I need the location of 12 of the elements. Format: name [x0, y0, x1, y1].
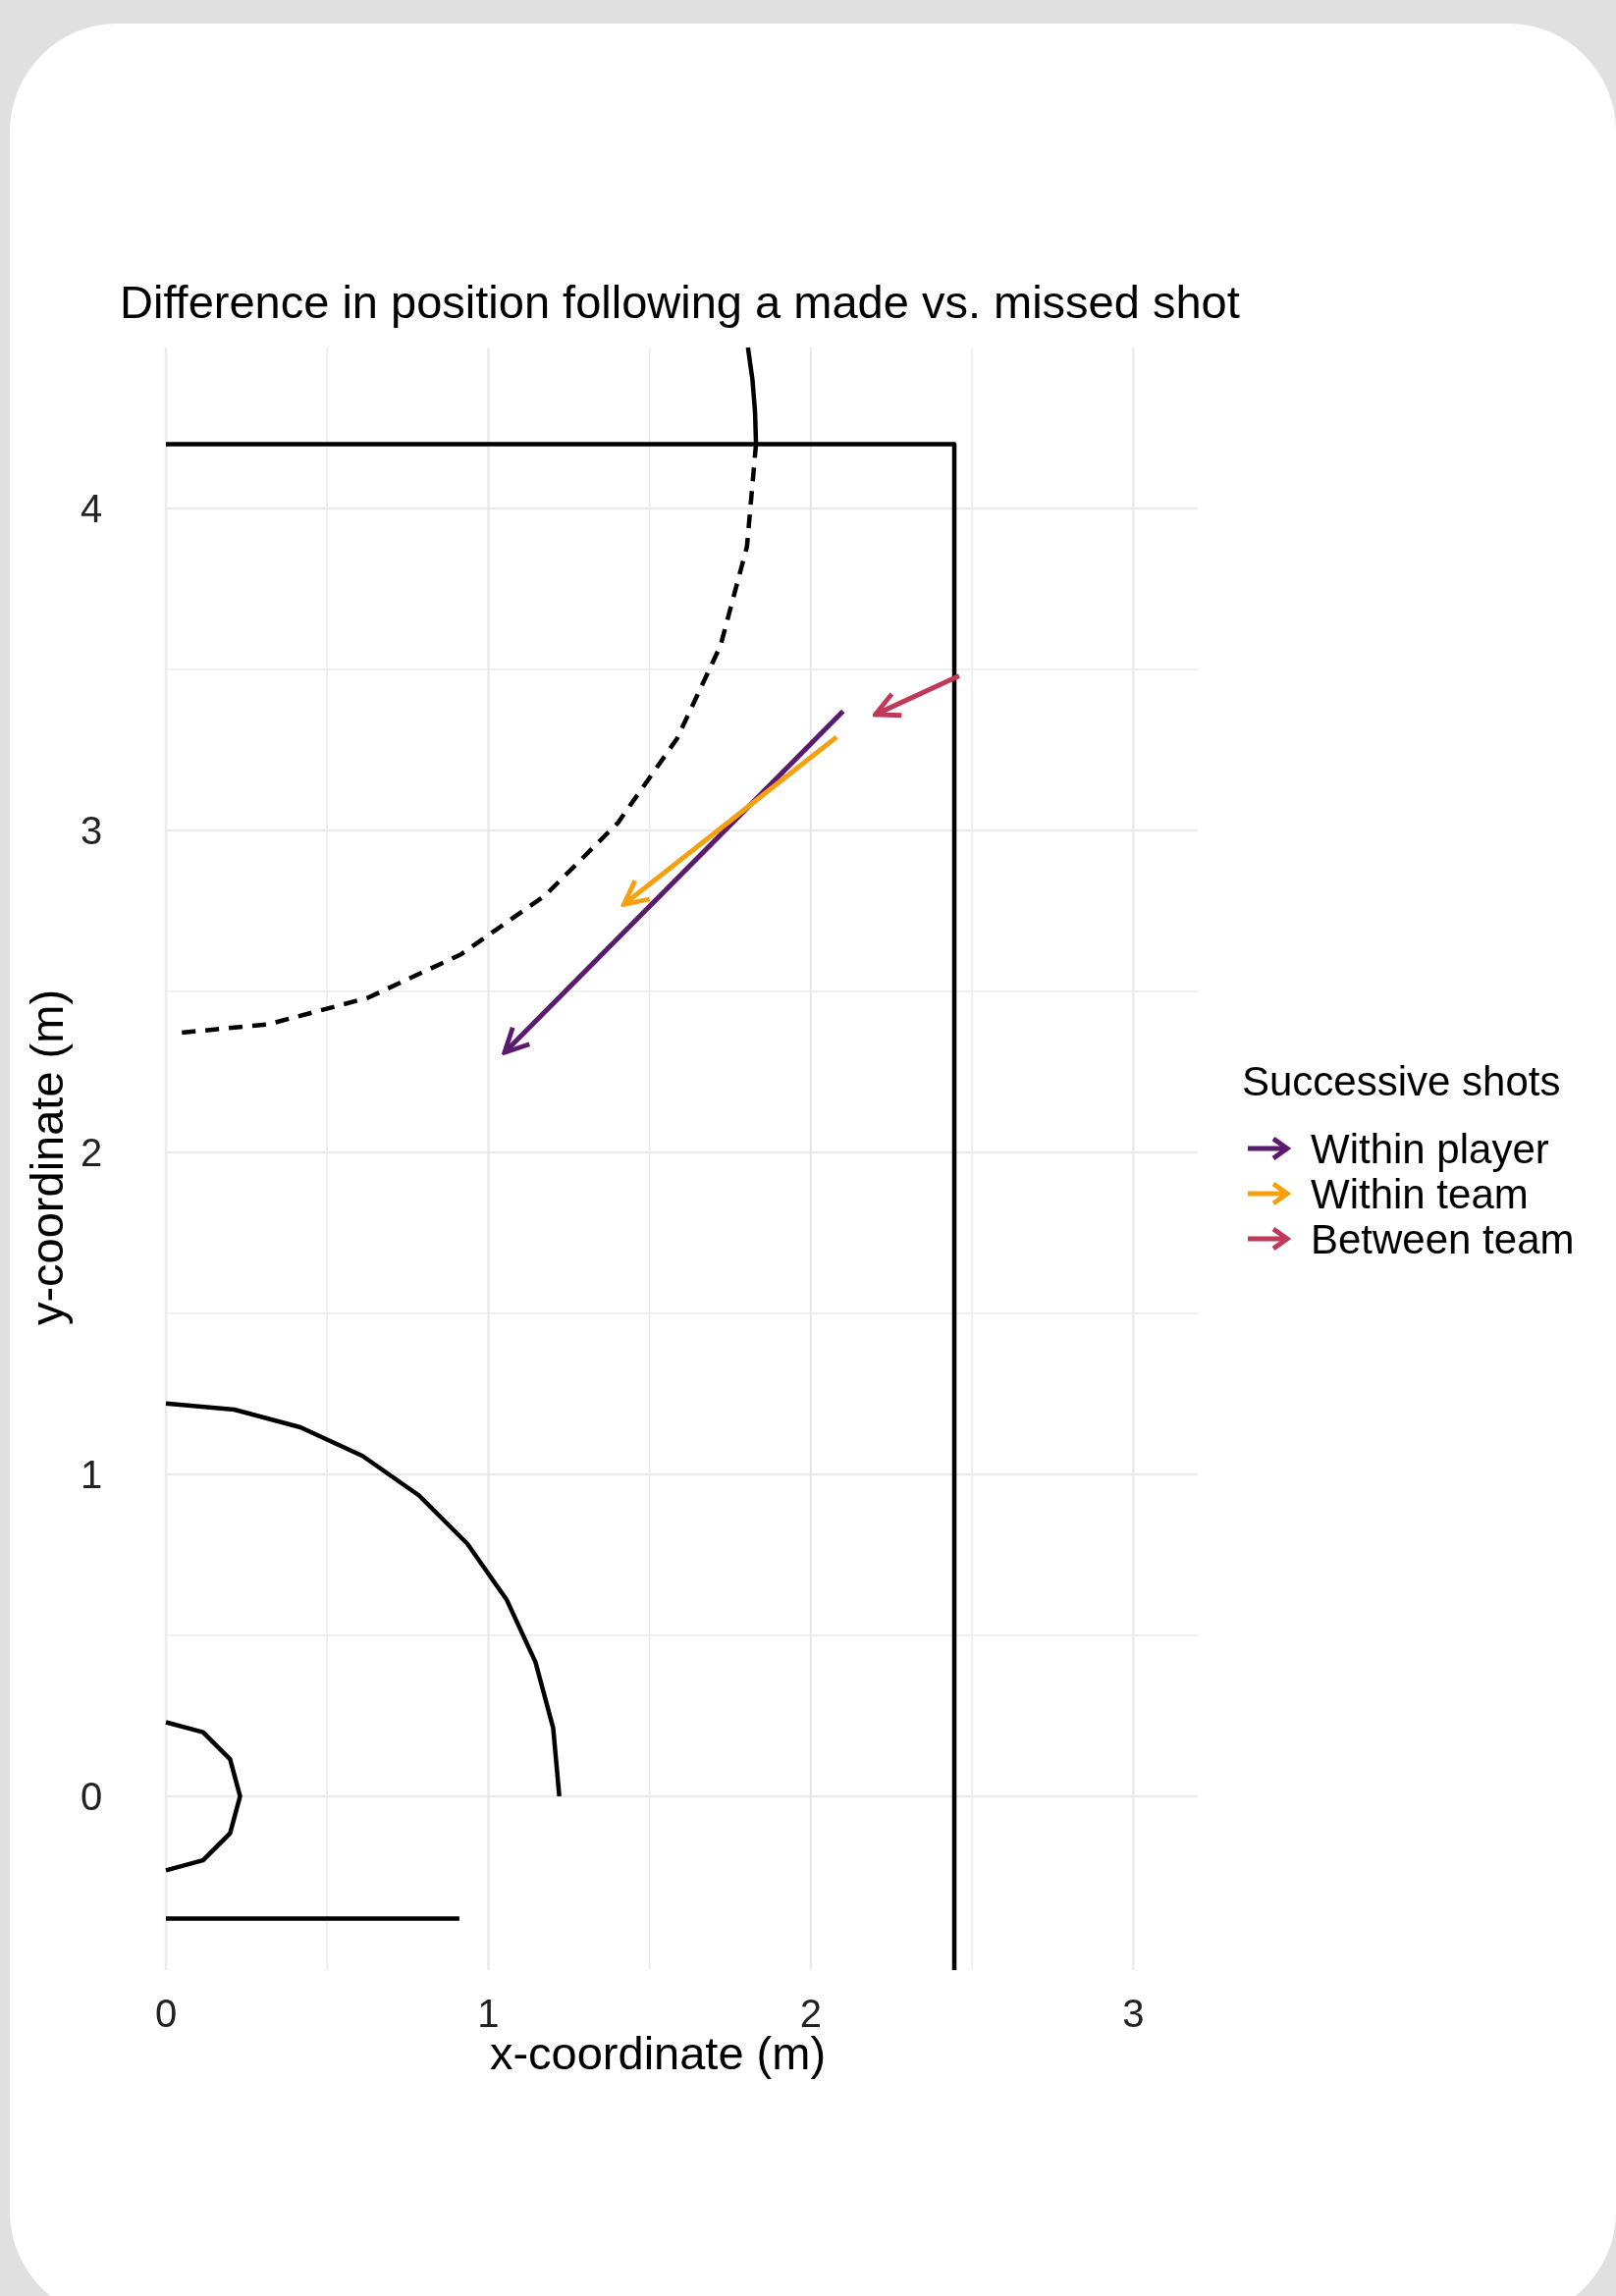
x-tick-label: 0	[154, 1992, 178, 2035]
y-tick-label: 1	[80, 1452, 103, 1496]
chart-title: Difference in position following a made vs. missed shot	[120, 276, 1240, 328]
y-tick-label: 4	[80, 486, 103, 530]
y-tick-label: 2	[80, 1130, 103, 1174]
legend-title: Successive shots	[1242, 1058, 1561, 1104]
x-tick-label: 3	[1122, 1992, 1145, 2035]
legend-label: Between team	[1311, 1215, 1575, 1262]
y-tick-label: 0	[80, 1774, 103, 1818]
y-axis-title: y-coordinate (m)	[21, 988, 73, 1326]
legend-label: Within player	[1311, 1125, 1549, 1172]
y-tick-label: 3	[80, 808, 103, 852]
